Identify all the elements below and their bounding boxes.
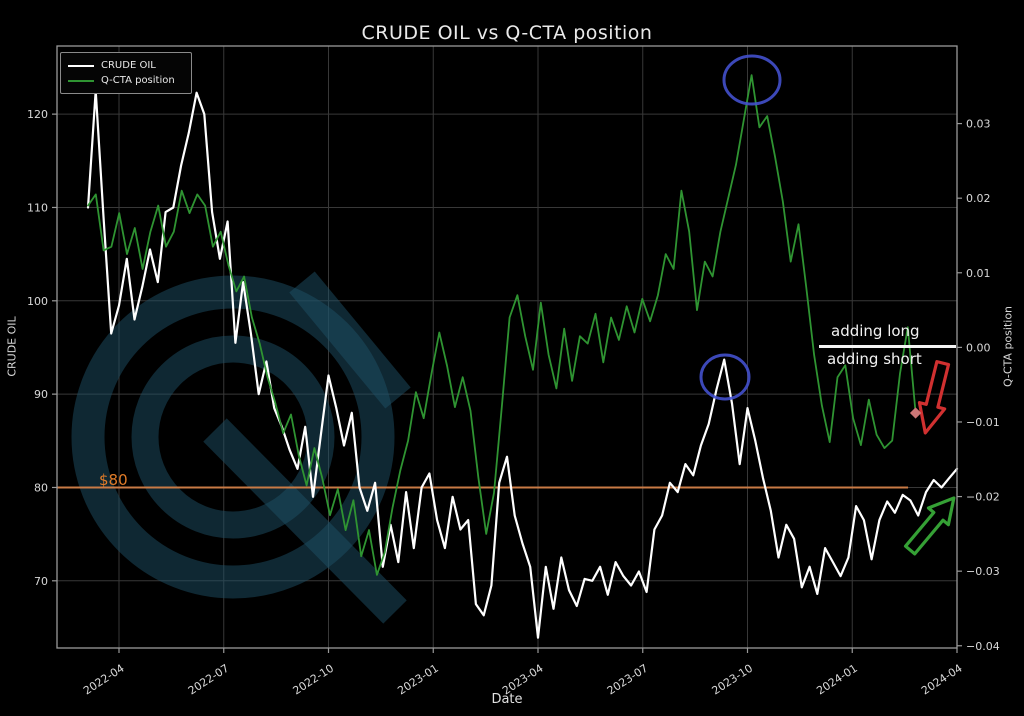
legend-label-crude-oil: CRUDE OIL <box>101 60 156 71</box>
svg-text:70: 70 <box>34 575 48 588</box>
annotation-adding-short: adding short <box>827 350 922 368</box>
svg-text:110: 110 <box>27 201 48 214</box>
price-80-label: $80 <box>99 471 128 489</box>
svg-text:−0.01: −0.01 <box>966 416 1000 429</box>
svg-text:0.03: 0.03 <box>966 118 991 131</box>
svg-text:0.01: 0.01 <box>966 267 991 280</box>
legend-item-crude-oil: CRUDE OIL <box>68 58 184 73</box>
data-series <box>86 74 959 639</box>
svg-text:0.02: 0.02 <box>966 192 991 205</box>
svg-text:100: 100 <box>27 295 48 308</box>
svg-text:−0.03: −0.03 <box>966 565 1000 578</box>
svg-text:−0.04: −0.04 <box>966 640 1000 653</box>
x-axis-label: Date <box>491 692 523 707</box>
svg-text:0.00: 0.00 <box>966 341 991 354</box>
annotation-adding-long: adding long <box>831 322 920 340</box>
legend: CRUDE OIL Q-CTA position <box>60 52 192 94</box>
right-axis-label: Q-CTA position <box>1001 305 1015 388</box>
annotation-shapes <box>699 54 956 556</box>
crude-oil-line-swatch <box>68 64 94 67</box>
left-axis-label: CRUDE OIL <box>5 316 19 377</box>
q-logo-watermark-icon <box>71 271 411 624</box>
svg-text:80: 80 <box>34 481 48 494</box>
tick-marks-and-labels: 70 80 90 100 110 120 0.03 0.02 0.01 0.00 −0.01 −0.0… <box>27 108 1000 697</box>
qcta-line-swatch <box>68 79 94 82</box>
chart-title: CRUDE OIL vs Q-CTA position <box>361 22 653 44</box>
svg-text:−0.02: −0.02 <box>966 491 1000 504</box>
annotation-divider-line <box>819 345 956 348</box>
legend-label-qcta: Q-CTA position <box>101 75 175 86</box>
svg-text:90: 90 <box>34 388 48 401</box>
legend-item-qcta: Q-CTA position <box>68 73 184 88</box>
svg-text:120: 120 <box>27 108 48 121</box>
